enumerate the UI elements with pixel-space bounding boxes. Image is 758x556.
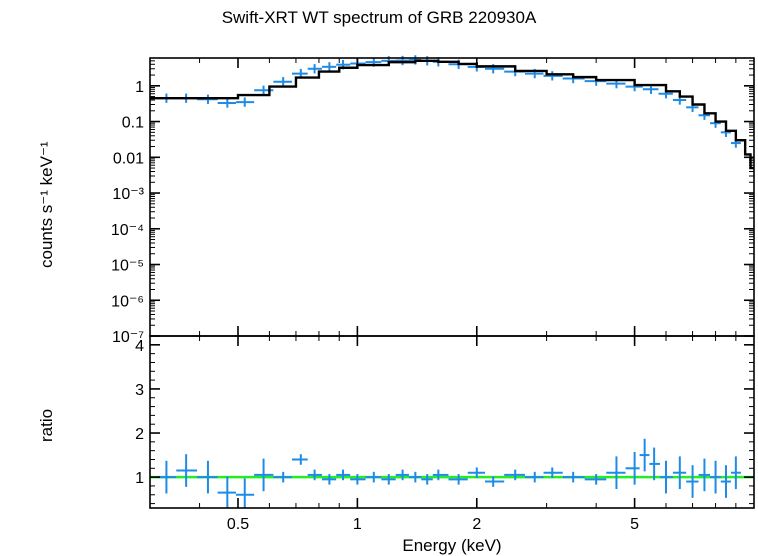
top-y-tick-label: 1: [135, 79, 144, 96]
model-curve: [150, 59, 754, 170]
ratio-data-point: [467, 467, 485, 479]
ratio-data-point: [254, 458, 274, 492]
chart-title: Swift-XRT WT spectrum of GRB 220930A: [221, 8, 537, 27]
ratio-data-point: [432, 469, 449, 481]
ratio-data-point: [484, 476, 505, 487]
ratio-data-point: [291, 454, 308, 465]
ratio-data-point: [686, 465, 699, 498]
ratio-data-point: [336, 469, 351, 481]
x-tick-label: 1: [353, 516, 362, 533]
ratio-data-point: [524, 471, 544, 483]
ratio-data-point: [365, 471, 382, 483]
ratio-data-point: [307, 469, 322, 481]
ratio-data-point: [672, 456, 687, 490]
ratio-data-point: [236, 478, 255, 508]
bottom-y-tick-label: 2: [135, 426, 144, 443]
top-y-tick-label: 10⁻⁵: [111, 258, 144, 275]
ratio-data-point: [543, 467, 563, 479]
ratio-data-point: [625, 451, 640, 485]
ratio-data-point: [584, 474, 607, 485]
ratio-data-point: [176, 454, 198, 487]
ratio-data-point: [698, 458, 711, 492]
top-y-tick-label: 0.01: [113, 150, 144, 167]
ratio-data-point: [720, 465, 731, 498]
ratio-data-point: [421, 474, 433, 485]
top-y-tick-label: 10⁻⁷: [112, 329, 144, 346]
spectrum-data-point: [321, 62, 337, 72]
x-axis-label: Energy (keV): [402, 536, 502, 555]
ratio-data-point: [606, 456, 626, 490]
ratio-data-point: [197, 460, 218, 494]
ratio-data-point: [273, 471, 292, 483]
top-y-tick-label: 10⁻⁶: [111, 293, 144, 310]
bottom-y-tick-label: 1: [135, 470, 144, 487]
top-y-tick-label: 0.1: [122, 115, 144, 132]
spectrum-data-point: [217, 98, 237, 108]
ratio-data-point: [649, 447, 661, 481]
x-tick-label: 2: [472, 516, 481, 533]
x-tick-label: 5: [630, 516, 639, 533]
bottom-panel-marks: [150, 438, 754, 508]
top-panel-frame: [149, 57, 755, 337]
ratio-data-point: [395, 469, 409, 481]
x-tick-label: 0.5: [227, 516, 249, 533]
ratio-data-point: [710, 460, 721, 494]
ratio-data-point: [562, 471, 585, 483]
spectrum-data-point: [307, 64, 322, 74]
top-panel-marks: [150, 55, 754, 170]
ratio-data-point: [381, 474, 396, 485]
ratio-data-point: [408, 471, 422, 483]
ratio-data-point: [321, 474, 337, 485]
ratio-data-point: [504, 469, 525, 481]
ratio-data-point: [217, 476, 237, 508]
ratio-data-point: [448, 474, 468, 485]
spectrum-data-point: [273, 77, 292, 87]
ratio-data-point: [730, 456, 741, 490]
ratio-data-point: [660, 460, 673, 494]
ratio-data-point: [350, 474, 366, 485]
ratio-data-point: [639, 438, 650, 472]
axes-ticks: 0.5 1 2 5 1 0.1 0.01 10⁻³ 10⁻⁴ 10⁻⁵ 10⁻⁶ 10⁻⁷ 1 2 3 4: [111, 57, 755, 533]
top-y-tick-label: 10⁻⁴: [111, 222, 144, 239]
top-y-axis-label: counts s⁻¹ keV⁻¹: [37, 141, 56, 268]
top-y-tick-label: 10⁻³: [112, 186, 144, 203]
bottom-y-tick-label: 3: [135, 382, 144, 399]
spectrum-data-point: [236, 97, 255, 107]
spectrum-data-point: [543, 71, 563, 81]
bottom-y-axis-label: ratio: [37, 408, 56, 442]
bottom-y-tick-label: 4: [135, 338, 144, 355]
bottom-panel-frame: [149, 335, 755, 509]
